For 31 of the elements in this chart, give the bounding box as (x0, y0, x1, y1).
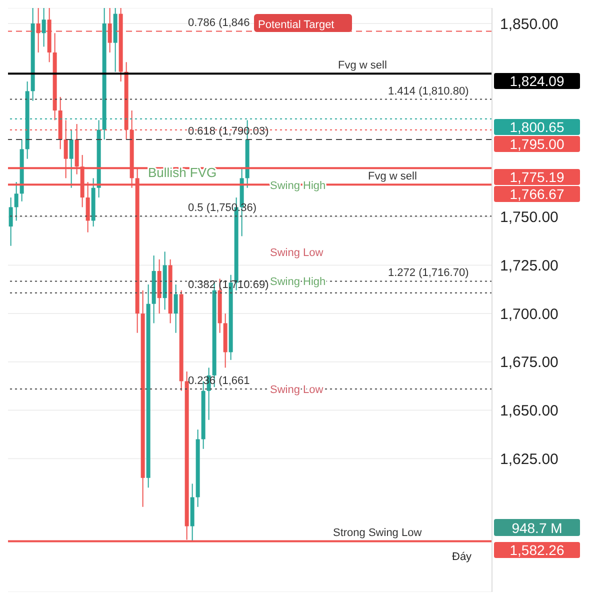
text: 1,582.26 (510, 542, 564, 558)
annotation: Swing High (270, 276, 326, 288)
text: 1,775.19 (510, 169, 564, 185)
ref-line-label: Strong Swing Low (333, 527, 422, 540)
candlestick (14, 182, 18, 222)
annotation: Bullish FVG (148, 165, 217, 180)
annotation: Swing Low (270, 384, 324, 396)
text: 1,766.67 (510, 186, 564, 202)
y-tick-label: 1,675.00 (500, 354, 558, 372)
y-tick-label: 1,650.00 (500, 402, 558, 420)
ref-line-label: Fvg w sell (368, 170, 417, 183)
candlestick (174, 284, 178, 334)
text: 948.7 M (512, 520, 562, 536)
y-tick-label: 1,850.00 (500, 16, 558, 33)
annotation: Đáy (452, 551, 472, 563)
candlestick (8, 197, 13, 246)
text: 1,795.00 (510, 136, 564, 152)
text: 1,824.09 (510, 73, 564, 89)
candlestick (69, 129, 74, 188)
ref-line-label: Fvg w sell (338, 60, 387, 72)
y-tick-label: 1,750.00 (500, 209, 558, 226)
y-tick-label: 1,700.00 (500, 306, 558, 323)
annotation: Swing Low (270, 247, 324, 259)
text: 1,800.65 (510, 119, 564, 135)
y-tick-label: 1,725.00 (500, 258, 558, 275)
candlestick (42, 8, 46, 48)
ref-line-label: 1.414 (1,810.80) (388, 85, 469, 98)
y-tick-label: 1,625.00 (500, 450, 558, 468)
ref-line-label: 1.272 (1,716.70) (388, 267, 469, 280)
annotation: Potential Target (258, 19, 334, 31)
ref-line-label: 0.786 (1,846 (188, 17, 250, 30)
